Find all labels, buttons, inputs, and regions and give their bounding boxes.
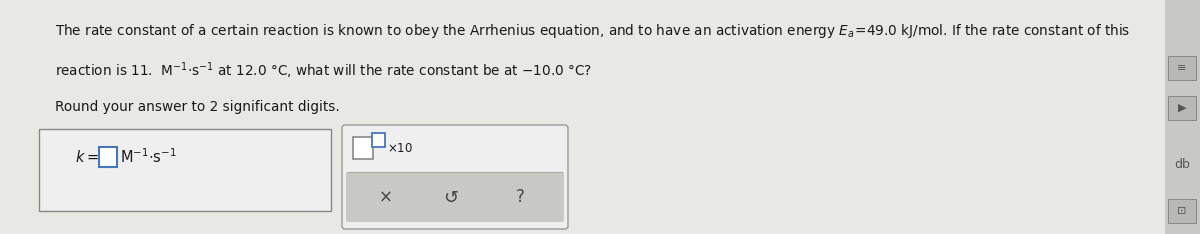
FancyBboxPatch shape [353, 137, 373, 159]
Text: $?$: $?$ [515, 188, 524, 206]
FancyBboxPatch shape [342, 125, 568, 229]
Text: $\circlearrowleft$: $\circlearrowleft$ [440, 188, 460, 206]
Text: ▶: ▶ [1177, 103, 1187, 113]
FancyBboxPatch shape [0, 0, 1165, 234]
FancyBboxPatch shape [38, 129, 331, 211]
Text: $\times$: $\times$ [378, 188, 392, 206]
FancyBboxPatch shape [1168, 96, 1196, 120]
Text: $\times 10$: $\times 10$ [386, 143, 413, 156]
FancyBboxPatch shape [372, 132, 384, 146]
Text: The rate constant of a certain reaction is known to obey the Arrhenius equation,: The rate constant of a certain reaction … [55, 22, 1130, 40]
Text: ⊡: ⊡ [1177, 206, 1187, 216]
Text: Round your answer to 2 significant digits.: Round your answer to 2 significant digit… [55, 100, 340, 114]
Text: $\mathrm{M^{-1}{\cdot}s^{-1}}$: $\mathrm{M^{-1}{\cdot}s^{-1}}$ [120, 148, 176, 166]
FancyBboxPatch shape [1168, 56, 1196, 80]
FancyBboxPatch shape [1168, 199, 1196, 223]
FancyBboxPatch shape [346, 172, 564, 222]
Text: ≡: ≡ [1177, 63, 1187, 73]
Text: reaction is 11.  $\mathrm{M^{-1}{\cdot}s^{-1}}$ at 12.0 °C, what will the rate c: reaction is 11. $\mathrm{M^{-1}{\cdot}s^… [55, 60, 592, 80]
Text: $k =$: $k =$ [74, 149, 98, 165]
FancyBboxPatch shape [98, 147, 118, 167]
FancyBboxPatch shape [1165, 0, 1200, 234]
Text: db: db [1174, 158, 1190, 172]
